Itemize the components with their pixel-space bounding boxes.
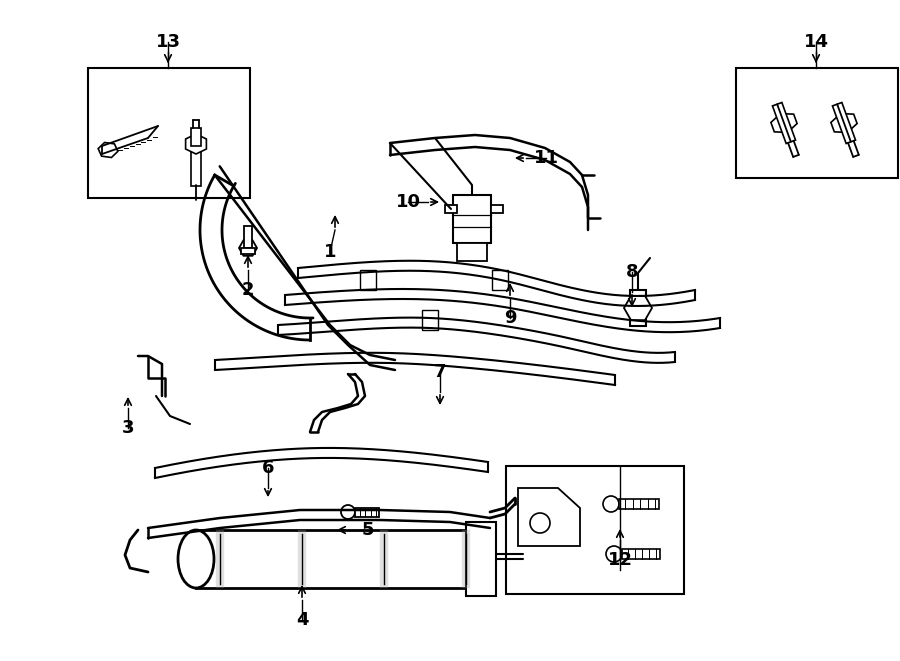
Bar	[191, 128, 201, 146]
Bar	[736, 68, 898, 178]
Text: 6: 6	[262, 459, 274, 477]
Polygon shape	[832, 102, 856, 143]
Circle shape	[603, 496, 619, 512]
Polygon shape	[831, 114, 857, 132]
Text: 12: 12	[608, 551, 633, 569]
Bar	[355, 508, 379, 517]
Bar	[491, 205, 503, 213]
Text: 9: 9	[504, 309, 517, 327]
Bar	[191, 152, 201, 186]
Text: 8: 8	[626, 263, 638, 281]
Polygon shape	[239, 240, 257, 256]
Bar	[622, 549, 660, 559]
Text: 5: 5	[362, 521, 374, 539]
Bar	[630, 290, 646, 326]
Bar	[88, 68, 250, 198]
Bar	[422, 310, 438, 330]
Bar	[445, 205, 457, 213]
Ellipse shape	[178, 530, 214, 588]
Text: 2: 2	[242, 281, 254, 299]
Bar	[492, 270, 508, 290]
Bar	[241, 248, 255, 254]
Polygon shape	[185, 134, 206, 154]
Text: 14: 14	[804, 33, 829, 51]
Polygon shape	[624, 296, 652, 320]
Polygon shape	[771, 114, 797, 132]
Bar	[244, 226, 252, 248]
Circle shape	[606, 546, 622, 562]
Circle shape	[530, 513, 550, 533]
Bar	[453, 195, 491, 243]
Bar	[466, 522, 496, 596]
Bar	[619, 499, 659, 509]
Text: 13: 13	[156, 33, 181, 51]
Polygon shape	[518, 488, 580, 546]
Bar	[360, 270, 376, 290]
Circle shape	[341, 505, 355, 519]
Text: 3: 3	[122, 419, 134, 437]
Text: 11: 11	[534, 149, 559, 167]
Bar	[506, 466, 684, 594]
Text: 1: 1	[324, 243, 337, 261]
Text: 10: 10	[395, 193, 420, 211]
Polygon shape	[772, 102, 796, 143]
Text: 7: 7	[434, 363, 446, 381]
Bar	[457, 243, 487, 261]
Bar	[196, 530, 488, 588]
Polygon shape	[98, 143, 118, 157]
Text: 4: 4	[296, 611, 308, 629]
